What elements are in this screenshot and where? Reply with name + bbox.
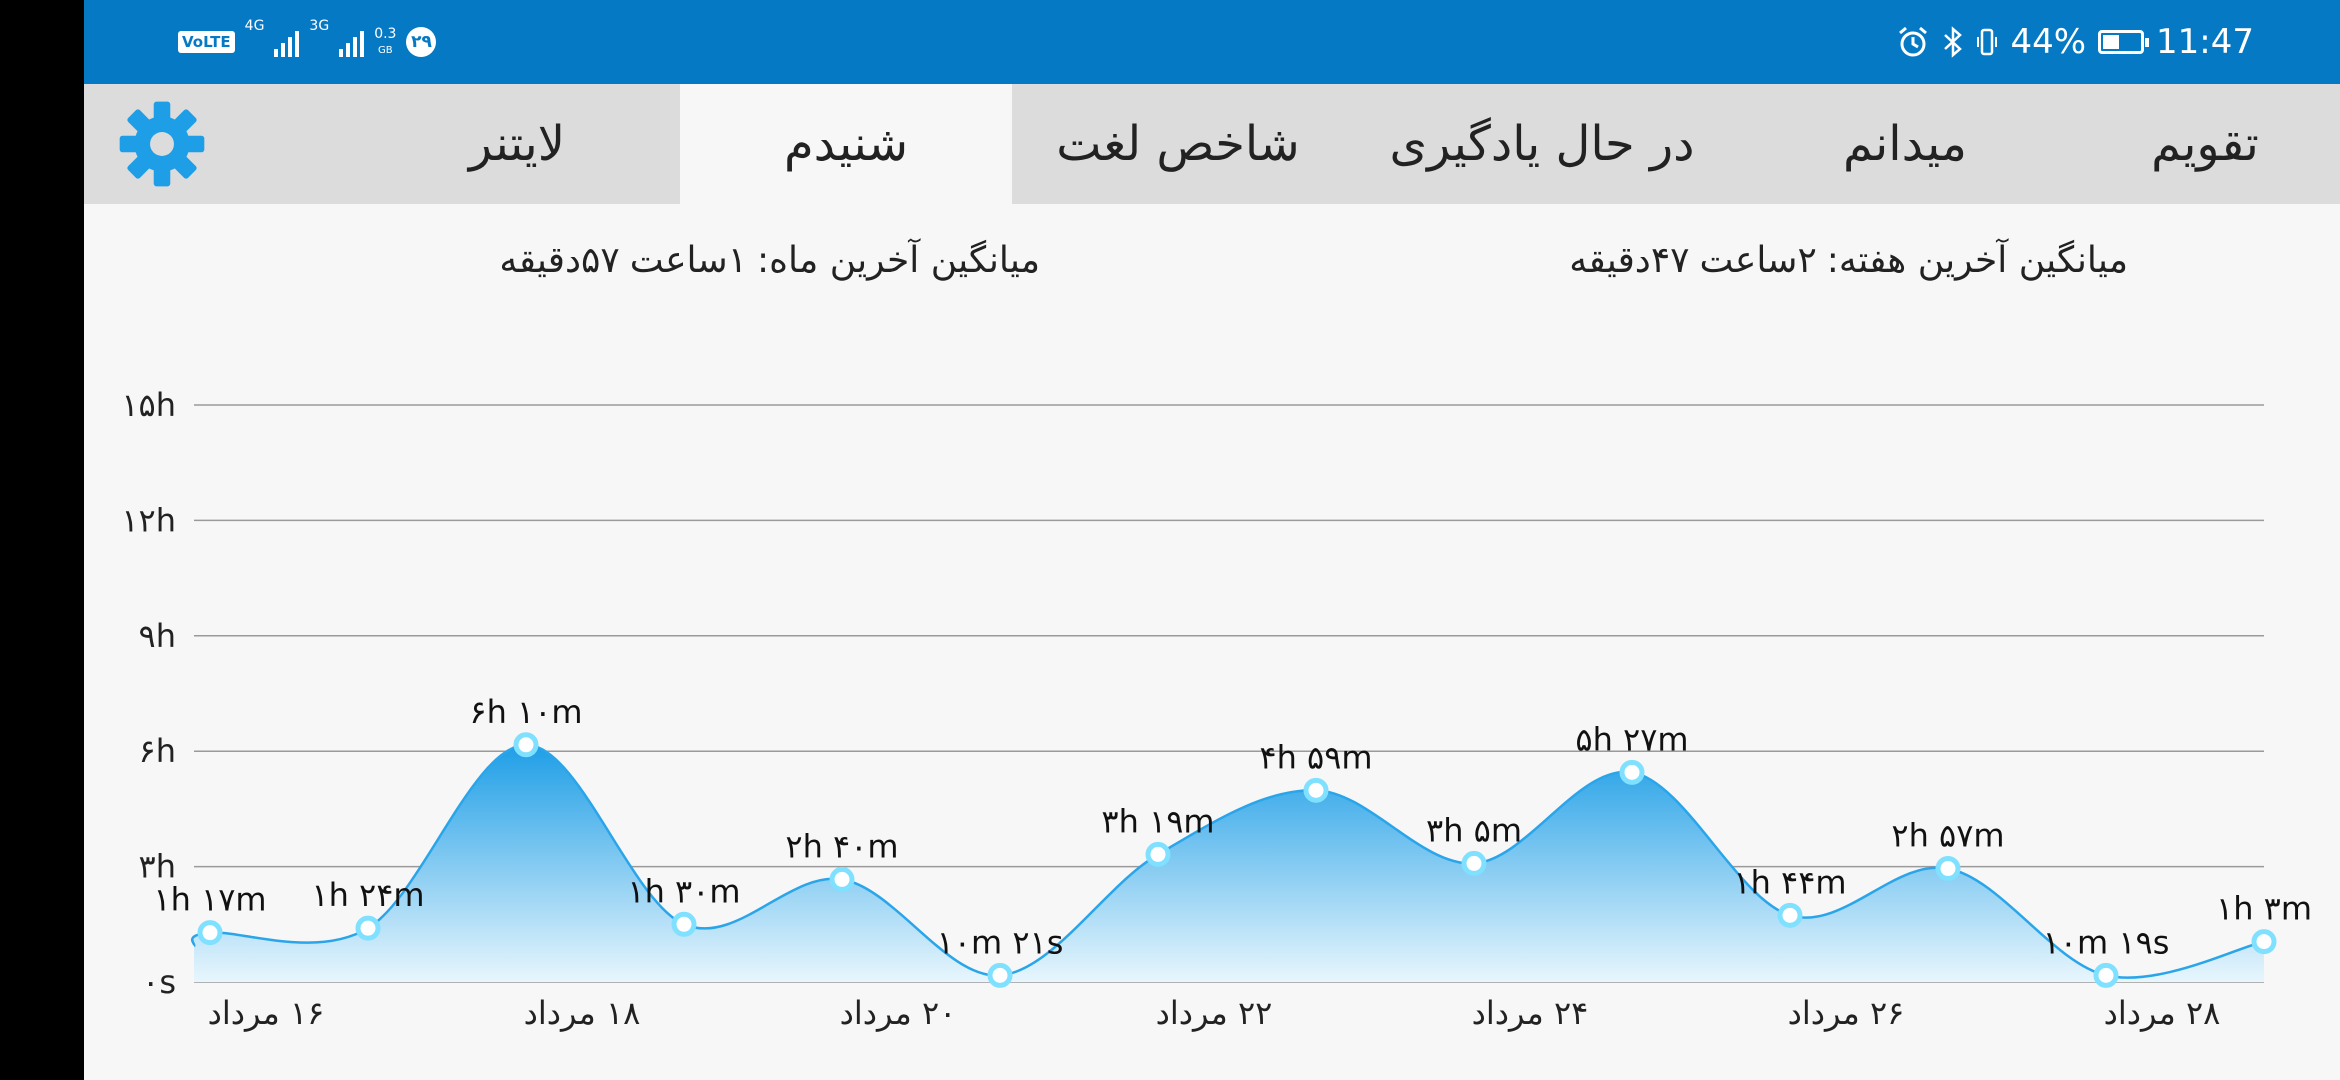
weekly-average-hours: ۲ساعت [1699, 240, 1817, 281]
data-label: ۱h ۱۷m [153, 881, 266, 919]
gear-icon[interactable] [116, 98, 208, 190]
data-speed-unit: GB [378, 44, 393, 56]
tab-learning-label: در حال یادگیری [1389, 116, 1695, 172]
battery-fill [2103, 35, 2119, 49]
tab-learning[interactable]: در حال یادگیری [1344, 84, 1740, 204]
tab-bar: تقویم میدانم در حال یادگیری شاخص لغت شنی… [84, 84, 2340, 204]
y-tick-label: ۰s [142, 963, 176, 1001]
monthly-average: میانگین آخرین ماه:۱ساعت۵۷دقیقه [400, 240, 1040, 281]
chart-point [2251, 929, 2277, 955]
chart-point [1461, 850, 1487, 876]
app-screen: VoLTE 4G 3G 0.3 GB ۲۹ 44% [84, 0, 2340, 1080]
network-type-2: 3G [309, 18, 330, 34]
monthly-average-label: میانگین آخرین ماه: [757, 240, 1040, 281]
data-label: ۶h ۱۰m [469, 693, 582, 731]
chart-point [1303, 777, 1329, 803]
chart-point [829, 866, 855, 892]
data-label: ۱h ۴۴m [1733, 863, 1846, 901]
data-label: ۱h ۳m [2216, 890, 2312, 928]
tab-word-index[interactable]: شاخص لغت [1012, 84, 1344, 204]
data-label: ۲h ۴۰m [785, 827, 898, 865]
y-tick-label: ۳h [139, 848, 176, 886]
tab-word-index-label: شاخص لغت [1056, 116, 1300, 172]
x-tick-label: ۲۸ مرداد [2104, 994, 2221, 1032]
signal-icon [274, 27, 300, 57]
data-label: ۲h ۵۷m [1891, 817, 2004, 855]
monthly-average-hours: ۱ساعت [629, 240, 748, 281]
chart-point [1935, 856, 1961, 882]
chart-points [197, 732, 2277, 988]
tab-calendar-label: تقویم [2151, 116, 2259, 172]
x-tick-label: ۲۶ مرداد [1788, 994, 1905, 1032]
alarm-icon [1899, 26, 1928, 57]
weekly-average: میانگین آخرین هفته:۲ساعت۴۷دقیقه [1448, 240, 2128, 281]
chart-data-labels: ۱h ۱۷m ۱h ۲۴m ۶h ۱۰m ۱h ۳۰m ۲h ۴۰m ۱۰m ۲۱s ۳h … [153, 693, 2312, 962]
y-tick-label: ۶h [139, 732, 176, 770]
data-label: ۴h ۵۹m [1259, 738, 1372, 776]
monthly-average-minutes: ۵۷دقیقه [499, 240, 620, 281]
x-tick-label: ۱۶ مرداد [208, 994, 325, 1032]
chart-point [355, 915, 381, 941]
chart-x-axis: ۱۶ مرداد ۱۸ مرداد ۲۰ مرداد ۲۲ مرداد ۲۴ مرداد… [208, 994, 2221, 1032]
volte-icon: VoLTE [178, 31, 235, 53]
weekly-average-minutes: ۴۷دقیقه [1569, 240, 1690, 281]
y-tick-label: ۹h [139, 617, 176, 655]
tab-calendar[interactable]: تقویم [2070, 84, 2340, 204]
x-tick-label: ۲۲ مرداد [1156, 994, 1273, 1032]
status-bar-left: VoLTE 4G 3G 0.3 GB ۲۹ [178, 18, 437, 66]
notification-badge: ۲۹ [406, 27, 437, 57]
chart-point [197, 920, 223, 946]
x-tick-label: ۱۸ مرداد [524, 994, 641, 1032]
tab-heard[interactable]: شنیدم [680, 84, 1012, 204]
x-tick-label: ۲۰ مرداد [840, 994, 957, 1032]
data-label: ۱h ۳۰m [627, 872, 740, 910]
tab-known-label: میدانم [1842, 116, 1968, 172]
data-label: ۳h ۱۹m [1101, 802, 1214, 840]
y-tick-label: ۱۵h [121, 386, 176, 424]
y-tick-label: ۱۲h [121, 501, 176, 539]
bluetooth-icon [1944, 26, 1963, 58]
data-label: ۱۰m ۲۱s [937, 923, 1064, 961]
data-speed-value: 0.3 [374, 25, 397, 42]
data-label: ۳h ۵m [1426, 811, 1522, 849]
signal-icon-2 [339, 27, 365, 57]
vibrate-icon [1977, 28, 1998, 56]
chart-point [671, 911, 697, 937]
chart-area-fill [192, 744, 2265, 982]
battery-icon [2098, 30, 2150, 54]
tab-leitner-label: لایتنر [468, 116, 566, 172]
chart-point [1619, 759, 1645, 785]
tab-known[interactable]: میدانم [1740, 84, 2070, 204]
x-tick-label: ۲۴ مرداد [1472, 994, 1589, 1032]
chart-point [2093, 962, 2119, 988]
network-type-1: 4G [244, 18, 265, 34]
chart-point [987, 962, 1013, 988]
data-label: ۱۰m ۱۹s [2043, 923, 2170, 961]
data-label: ۱h ۲۴m [311, 876, 424, 914]
status-bar-right: 44% 11:47 [1896, 18, 2254, 66]
chart-point [513, 732, 539, 758]
data-label: ۵h ۲۷m [1575, 720, 1688, 758]
battery-percent: 44% [2010, 22, 2087, 62]
clock: 11:47 [2156, 22, 2254, 62]
weekly-average-label: میانگین آخرین هفته: [1826, 240, 2128, 281]
tab-leitner[interactable]: لایتنر [354, 84, 680, 204]
listening-time-chart: ۰s ۳h ۶h ۹h ۱۲h ۱۵h ۱h ۱۷m ۱h ۲۴m ۶h ۱۰m ۱h ۳۰m ۲… [121, 386, 2312, 1032]
chart-y-axis: ۰s ۳h ۶h ۹h ۱۲h ۱۵h [121, 386, 176, 1001]
tab-heard-label: شنیدم [783, 116, 909, 172]
status-bar: VoLTE 4G 3G 0.3 GB ۲۹ 44% [84, 0, 2340, 84]
chart-point [1145, 841, 1171, 867]
chart-point [1777, 902, 1803, 928]
data-speed: 0.3 GB [374, 25, 397, 58]
